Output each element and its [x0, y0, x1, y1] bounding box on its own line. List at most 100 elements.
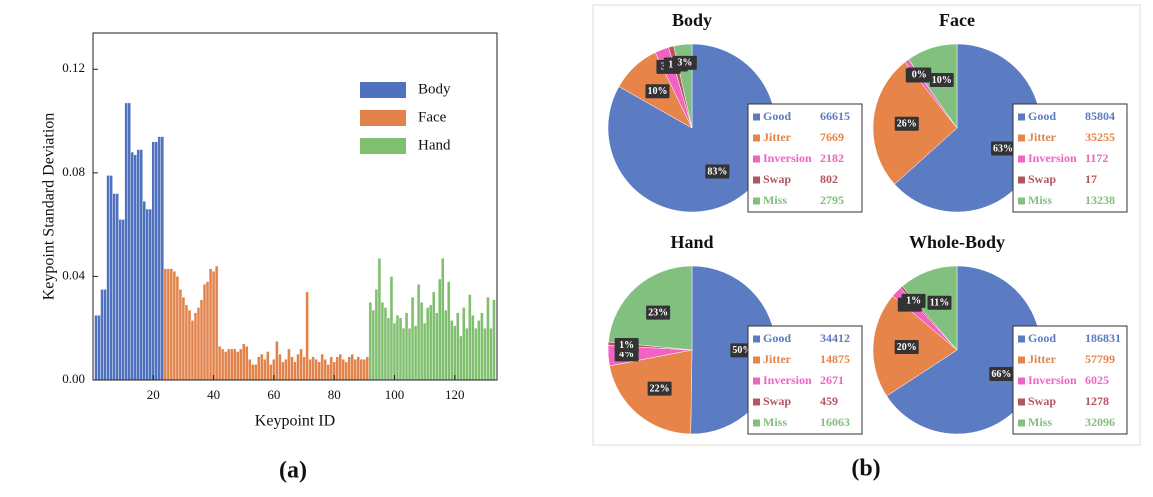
legend-label: Hand	[418, 137, 451, 153]
bar	[477, 320, 481, 381]
bar	[483, 328, 487, 381]
caption: (a)	[279, 458, 307, 484]
bar	[434, 312, 439, 381]
bar	[392, 322, 397, 381]
legend-count: 57799	[1085, 352, 1115, 366]
pie-title: Face	[939, 10, 975, 30]
bar	[383, 307, 388, 381]
bar	[338, 353, 342, 381]
bar	[422, 322, 427, 381]
bar	[181, 296, 186, 381]
bar	[341, 359, 345, 381]
bar	[489, 328, 493, 381]
bar	[236, 351, 240, 381]
bar	[377, 258, 382, 381]
bar	[145, 208, 149, 381]
bar	[190, 320, 195, 381]
bar	[142, 201, 146, 381]
pct-label-bg	[894, 339, 919, 354]
legend-label: Jitter	[763, 352, 792, 366]
bar	[395, 315, 400, 381]
legend-label: Swap	[1028, 394, 1056, 408]
y-tick-label: 0.12	[62, 60, 85, 75]
bar	[371, 309, 376, 381]
bar	[386, 317, 391, 381]
legend-count: 35255	[1085, 130, 1115, 144]
legend-swatch	[753, 377, 760, 385]
x-axis-label: Keypoint ID	[255, 413, 335, 430]
bar	[407, 328, 412, 381]
legend-swatch	[753, 134, 760, 142]
bar	[136, 149, 140, 381]
legend-count: 459	[820, 394, 838, 408]
legend-box	[747, 103, 863, 213]
pie-title: Whole-Body	[909, 232, 1005, 252]
bar	[308, 359, 312, 381]
bar	[441, 258, 445, 381]
legend-swatch	[753, 197, 760, 205]
legend-label: Good	[763, 109, 791, 123]
legend-label: Inversion	[1028, 373, 1077, 387]
pct-label-bg	[705, 164, 730, 179]
pct-label: 4%	[619, 349, 634, 360]
bar	[148, 208, 152, 381]
pct-label: 10%	[932, 75, 952, 86]
pct-label-bg	[907, 67, 932, 82]
bar	[416, 283, 421, 381]
bar	[362, 359, 367, 381]
bar	[97, 315, 101, 381]
bar	[404, 312, 409, 381]
bar	[347, 356, 351, 381]
bar	[196, 307, 201, 381]
legend-label: Inversion	[763, 151, 812, 165]
bar	[184, 304, 189, 381]
legend-label: Jitter	[1028, 352, 1057, 366]
legend-count: 2182	[820, 151, 844, 165]
bar	[290, 356, 294, 381]
legend-swatch	[1018, 113, 1025, 121]
x-tick-label: 20	[147, 387, 160, 402]
pct-label: 50%	[732, 345, 752, 356]
bar	[115, 193, 119, 381]
bar	[214, 265, 219, 381]
bar	[425, 307, 430, 381]
y-axis-label: Keypoint Standard Deviation	[41, 113, 58, 301]
legend-count: 802	[820, 172, 838, 186]
panel-frame	[592, 4, 1141, 446]
bar	[229, 348, 234, 381]
legend-swatch	[1018, 197, 1025, 205]
pct-label-bg	[894, 116, 919, 131]
pct-label: 23%	[648, 307, 668, 318]
bar	[368, 302, 373, 381]
bar	[431, 291, 436, 381]
legend-label: Inversion	[1028, 151, 1077, 165]
legend-label: Jitter	[763, 130, 792, 144]
bar	[202, 283, 207, 381]
legend-label: Face	[418, 109, 447, 125]
legend-swatch	[1018, 377, 1025, 385]
bar	[208, 268, 213, 381]
legend-count: 186831	[1085, 331, 1121, 345]
bar	[106, 175, 110, 381]
bar	[139, 149, 143, 381]
bar	[444, 309, 448, 381]
pct-label: 1%	[906, 296, 921, 307]
bar	[109, 175, 113, 381]
bar	[226, 348, 231, 381]
legend-swatch	[753, 335, 760, 343]
bar	[480, 312, 484, 381]
bar	[211, 271, 216, 381]
bar	[175, 276, 180, 381]
bar	[100, 289, 104, 381]
legend-swatch	[360, 138, 406, 154]
bar	[293, 361, 297, 381]
bar	[401, 328, 406, 381]
legend-count: 6025	[1085, 373, 1109, 387]
legend-count: 32096	[1085, 415, 1115, 429]
legend-swatch	[753, 155, 760, 163]
legend-label: Jitter	[1028, 130, 1057, 144]
bar	[160, 136, 165, 381]
legend-label: Swap	[763, 394, 791, 408]
pct-label: 20%	[897, 342, 917, 353]
pct-label-bg	[927, 295, 952, 310]
